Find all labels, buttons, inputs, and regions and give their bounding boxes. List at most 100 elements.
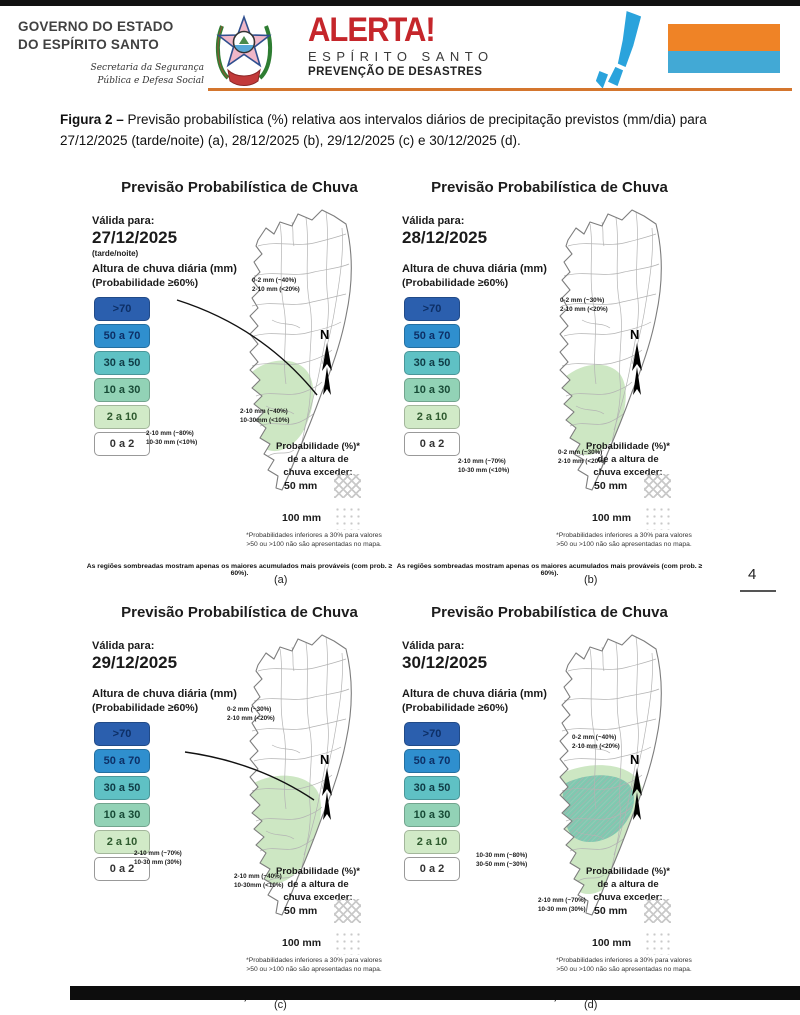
north-arrow-icon: [632, 343, 642, 395]
map-annotation-north: 0-2 mm (~40%) 2-10 mm (<20%): [572, 734, 620, 750]
legend-title-line2: (Probabilidade ≥60%): [92, 277, 199, 289]
probability-exceed-label: Probabilidade (%)* de a altura de chuva …: [276, 866, 360, 903]
espirito-santo-map: [184, 634, 352, 916]
shaded-regions-note: As regiões sombreadas mostram apenas os …: [396, 563, 703, 577]
north-arrow-icon: [632, 768, 642, 820]
crosshatch-pattern-swatch: [334, 474, 361, 498]
legend-item-2-10: 2 a 10: [94, 830, 150, 854]
municipality-boundaries: [561, 636, 660, 882]
gov-title-line1: GOVERNO DO ESTADO: [18, 19, 174, 34]
espirito-santo-map: [176, 209, 352, 491]
map-annotation-shaded-area: 2-10 mm (~80%) 10-30 mm (<10%): [146, 430, 198, 446]
page-number: 4: [748, 566, 757, 583]
panel-letter-label: (b): [584, 574, 598, 586]
crosshatch-pattern-swatch: [644, 474, 671, 498]
exceed-100mm-label: 100 mm: [282, 937, 322, 949]
forecast-date: 27/12/2025: [92, 228, 178, 247]
map-annotation-north: 0-2 mm (~30%) 2-10 mm (<20%): [560, 297, 608, 313]
crosshatch-pattern-swatch: [644, 899, 671, 923]
legend-item-2-10: 2 a 10: [94, 405, 150, 429]
legend-title-line2: (Probabilidade ≥60%): [92, 702, 199, 714]
north-arrow-icon: [322, 343, 332, 395]
legend-item-2-10: 2 a 10: [404, 830, 460, 854]
legend-item-gt70: >70: [404, 722, 460, 746]
compass-north-label: N: [630, 327, 640, 342]
legend-item-10-30: 10 a 30: [404, 803, 460, 827]
alerta-logo-state: ESPÍRITO SANTO: [308, 49, 494, 64]
state-outline: [249, 209, 352, 491]
legend-title-line1: Altura de chuva diária (mm): [402, 688, 547, 700]
header-divider-rule: [208, 88, 792, 91]
compass-north-label: N: [630, 752, 640, 767]
map-annotation-north: 0-2 mm (~40%) 2-10 mm (<20%): [252, 277, 300, 293]
state-outline: [559, 634, 662, 916]
legend-item-50-70: 50 a 70: [94, 749, 150, 773]
gov-title-line2: DO ESPÍRITO SANTO: [18, 36, 159, 52]
panel-title: Previsão Probabilística de Chuva: [121, 604, 358, 621]
legend-title-line1: Altura de chuva diária (mm): [92, 688, 237, 700]
north-arrow-icon: [322, 768, 332, 820]
map-annotation-secondary: 2-10 mm (~40%) 10-30mm (<10%): [234, 873, 284, 889]
document-header: GOVERNO DO ESTADO DO ESPÍRITO SANTO Secr…: [0, 6, 800, 92]
legend-title-line2: (Probabilidade ≥60%): [402, 702, 509, 714]
probability-exceed-label: Probabilidade (%)* de a altura de chuva …: [276, 441, 360, 478]
panel-title: Previsão Probabilística de Chuva: [431, 604, 668, 621]
figure-caption: Figura 2 – Previsão probabilística (%) r…: [60, 110, 752, 152]
dotted-pattern-swatch: [644, 931, 671, 955]
legend-item-10-30: 10 a 30: [94, 378, 150, 402]
exceed-50mm-label: 50 mm: [594, 480, 628, 492]
legend-item-gt70: >70: [94, 297, 150, 321]
legend-item-gt70: >70: [404, 297, 460, 321]
secretaria-line2: Pública e Defesa Social: [97, 75, 204, 86]
legend-title-line1: Altura de chuva diária (mm): [92, 263, 237, 275]
forecast-zone-divider-arc: [176, 299, 318, 396]
exceed-50mm-label: 50 mm: [284, 480, 318, 492]
alerta-logo-tagline: PREVENÇÃO DE DESASTRES: [308, 66, 483, 78]
legend-item-30-50: 30 a 50: [94, 351, 150, 375]
crosshatch-pattern-swatch: [334, 899, 361, 923]
dotted-pattern-swatch: [334, 931, 361, 955]
legend-item-30-50: 30 a 50: [94, 776, 150, 800]
legend-title-line1: Altura de chuva diária (mm): [402, 263, 547, 275]
panel-title: Previsão Probabilística de Chuva: [121, 179, 358, 196]
espirito-santo-map: [559, 209, 662, 491]
forecast-panel-c: Previsão Probabilística de Chuva Válida …: [82, 600, 397, 1015]
exceed-100mm-label: 100 mm: [282, 512, 322, 524]
legend-item-10-30: 10 a 30: [94, 803, 150, 827]
probability-exceed-label: Probabilidade (%)* de a altura de chuva …: [586, 866, 670, 903]
government-block: GOVERNO DO ESTADO DO ESPÍRITO SANTO Secr…: [8, 18, 218, 87]
forecast-panel-b: Previsão Probabilística de Chuva Válida …: [392, 175, 707, 590]
state-outline: [249, 634, 352, 916]
map-annotation-shaded-area: 10-30 mm (~80%) 30-50 mm (~30%): [476, 852, 528, 868]
forecast-date: 29/12/2025: [92, 653, 178, 672]
legend-item-0-2: 0 a 2: [404, 857, 460, 881]
forecast-date: 28/12/2025: [402, 228, 488, 247]
secretaria-line1: Secretaria da Segurança: [90, 63, 204, 74]
map-annotation-shaded-area: 2-10 mm (~70%) 10-30 mm (30%): [134, 850, 182, 866]
valid-for-label: Válida para:: [92, 215, 155, 227]
exceed-50mm-label: 50 mm: [594, 905, 628, 917]
exceed-100mm-label: 100 mm: [592, 937, 632, 949]
forecast-date: 30/12/2025: [402, 653, 488, 672]
brand-bar-blue: [668, 51, 780, 73]
dotted-pattern-swatch: [644, 506, 671, 530]
legend-item-gt70: >70: [94, 722, 150, 746]
map-annotation-secondary: 2-10 mm (~40%) 10-30mm (<10%): [240, 408, 290, 424]
exceed-100mm-label: 100 mm: [592, 512, 632, 524]
probability-exceed-label: Probabilidade (%)* de a altura de chuva …: [586, 441, 670, 478]
valid-for-label: Válida para:: [402, 640, 465, 652]
legend-item-0-2: 0 a 2: [94, 857, 150, 881]
probability-footnote: *Probabilidades inferiores a 30% para va…: [246, 532, 382, 549]
figure-caption-text: Previsão probabilística (%) relativa aos…: [60, 112, 707, 148]
alerta-logo-block: ALERTA! ESPÍRITO SANTO PREVENÇÃO DE DESA…: [308, 12, 568, 78]
panel-letter-label: (a): [274, 574, 288, 586]
map-annotation-shaded-area: 2-10 mm (~70%) 10-30 mm (<10%): [458, 458, 510, 474]
espirito-santo-map: [559, 634, 662, 916]
state-coat-of-arms-icon: [215, 14, 273, 86]
compass-north-label: N: [320, 752, 330, 767]
forecast-panel-d: Previsão Probabilística de Chuva Válida …: [392, 600, 707, 1015]
dotted-pattern-swatch: [334, 506, 361, 530]
legend-item-30-50: 30 a 50: [404, 776, 460, 800]
state-map-logo-icon: [596, 10, 643, 92]
forecast-zone-divider-arc: [184, 751, 315, 801]
